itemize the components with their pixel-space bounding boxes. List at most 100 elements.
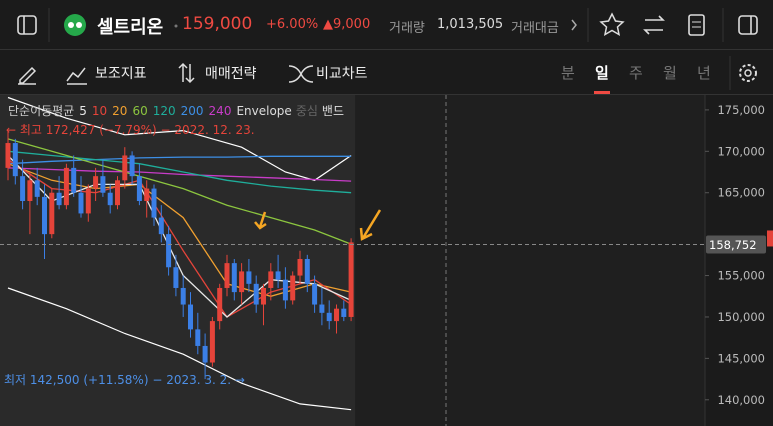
y-tick-label: 145,000 xyxy=(717,351,765,365)
stock-name: 셀트리온 xyxy=(97,17,164,38)
candle-body xyxy=(341,308,347,317)
volume: 1,013,505 xyxy=(437,17,504,32)
period-tab[interactable]: 주 xyxy=(629,64,643,82)
high-annotation: ← 최고 172,427 (−7.79%) − 2022. 12. 23. xyxy=(6,123,255,137)
candle-body xyxy=(209,321,215,363)
candle-body xyxy=(319,304,325,313)
strategy-button[interactable]: 매매전략 xyxy=(205,66,257,82)
candle-body xyxy=(56,192,62,206)
settings-icon-core xyxy=(744,69,752,77)
amount-label: 거래대금 xyxy=(511,21,559,36)
panel-icon[interactable] xyxy=(738,15,758,35)
candle-body xyxy=(268,271,274,288)
candle-body xyxy=(63,167,69,206)
moving-average-line xyxy=(7,150,352,194)
candle-body xyxy=(136,176,142,202)
crosshair-label: 158,752 xyxy=(709,238,757,252)
sidebar-icon[interactable] xyxy=(17,15,37,35)
candle-body xyxy=(253,283,259,305)
toolbar: 보조지표 매매전략 비교차트 분 일 주 월 년 xyxy=(0,50,773,95)
candle-body xyxy=(42,196,47,235)
indicators-button[interactable]: 보조지표 xyxy=(95,66,147,82)
candle-body xyxy=(166,234,172,268)
candle-body xyxy=(34,180,40,197)
candle-body xyxy=(12,143,18,177)
legend-entry[interactable]: 10 xyxy=(91,104,108,118)
legend-envelope-band[interactable]: 밴드 xyxy=(321,104,344,118)
moving-average-line xyxy=(7,138,352,245)
period-tab[interactable]: 분 xyxy=(561,64,575,82)
candle-body xyxy=(173,267,179,288)
candle-body xyxy=(71,167,77,193)
logo-dot xyxy=(68,22,74,28)
period-tab[interactable]: 월 xyxy=(663,64,677,82)
legend-entry[interactable]: 240 xyxy=(208,104,232,118)
header: 셀트리온 159,000 +6.00% ▲9,000 거래량 1,013,505… xyxy=(0,0,773,50)
candle-body xyxy=(85,188,91,214)
candle-body xyxy=(326,312,332,322)
candle-body xyxy=(348,242,354,317)
candle-body xyxy=(158,217,164,235)
y-tick-label: 170,000 xyxy=(717,144,765,158)
y-tick-label: 150,000 xyxy=(717,310,765,324)
price-marker xyxy=(767,230,773,247)
price: 159,000 xyxy=(182,14,253,34)
legend-entry[interactable]: 5 xyxy=(79,104,87,118)
legend-title: 단순이동평균 xyxy=(8,104,75,118)
header-icons xyxy=(17,8,758,42)
legend-entry[interactable]: 120 xyxy=(152,104,176,118)
period-underline xyxy=(594,91,610,94)
candle-body xyxy=(78,192,84,214)
legend-entry[interactable]: 20 xyxy=(112,104,128,118)
chart: 140,000 145,000 150,000 155,000 165,000 170,0… xyxy=(0,95,773,426)
y-tick-label: 140,000 xyxy=(717,393,765,407)
settings-icon[interactable] xyxy=(739,64,757,82)
candle-body xyxy=(334,308,339,322)
draw-icon[interactable] xyxy=(18,66,37,85)
candle-body xyxy=(304,258,310,284)
candle-body xyxy=(115,180,120,206)
period-tab[interactable]: 년 xyxy=(697,64,711,82)
y-tick-label: 175,000 xyxy=(717,103,765,117)
candle-body xyxy=(261,287,266,305)
favorite-icon[interactable] xyxy=(599,12,625,36)
candle-body xyxy=(100,176,106,193)
legend-envelope-center[interactable]: 중심 xyxy=(295,104,318,118)
y-tick-label: 155,000 xyxy=(717,269,765,283)
candle-body xyxy=(93,176,99,189)
compare-icon xyxy=(288,65,314,83)
memo-icon[interactable] xyxy=(688,14,705,36)
strategy-icon xyxy=(178,62,195,84)
logo-dot xyxy=(76,22,82,28)
candle-body xyxy=(224,263,230,288)
moving-average-line xyxy=(7,155,352,165)
candle-body xyxy=(275,271,281,280)
legend-entry[interactable]: 200 xyxy=(180,104,204,118)
change: ▲9,000 xyxy=(323,17,371,32)
candle-body xyxy=(282,279,288,301)
candle-body xyxy=(20,176,26,202)
candle-body xyxy=(297,258,303,276)
period-tab[interactable]: 일 xyxy=(595,64,609,82)
candle-body xyxy=(151,188,157,218)
more-arrow[interactable] xyxy=(571,19,577,31)
legend-entry[interactable]: 60 xyxy=(132,104,148,118)
logo xyxy=(64,14,86,36)
candle-body xyxy=(239,271,245,293)
candle-body xyxy=(202,345,208,363)
candle-body xyxy=(188,304,193,330)
compare-button[interactable]: 비교차트 xyxy=(316,66,368,82)
candle-body xyxy=(107,192,113,206)
candle-body xyxy=(27,180,33,202)
change-pct: +6.00% xyxy=(266,17,319,32)
candle-body xyxy=(49,192,55,235)
envelope-lower xyxy=(7,287,352,411)
legend-envelope[interactable]: Envelope xyxy=(236,104,292,118)
toolbar-icons xyxy=(18,56,757,90)
swap-icon[interactable] xyxy=(643,15,665,35)
candle-body xyxy=(129,155,135,177)
candle-body xyxy=(290,275,296,301)
candle-body xyxy=(5,143,11,168)
candle-body xyxy=(231,263,237,293)
